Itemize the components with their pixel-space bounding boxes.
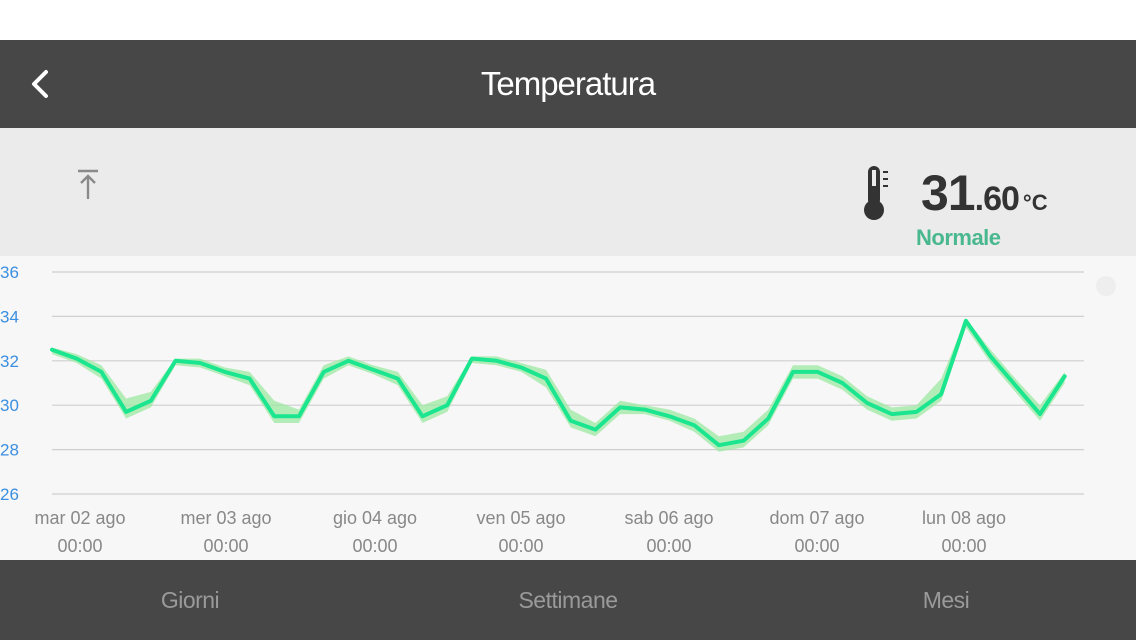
- x-tick-date: ven 05 ago: [476, 508, 565, 528]
- x-tick-time: 00:00: [57, 536, 102, 556]
- scroll-indicator[interactable]: [1096, 276, 1116, 296]
- upload-icon[interactable]: [74, 168, 102, 202]
- series-line: [50, 318, 1067, 448]
- y-tick-label: 28: [0, 441, 19, 460]
- x-tick-date: dom 07 ago: [769, 508, 864, 528]
- x-tick-date: mar 02 ago: [34, 508, 125, 528]
- tab-settimane[interactable]: Settimane: [518, 587, 618, 613]
- temperature-unit: °C: [1022, 190, 1048, 215]
- range-band: [52, 318, 1065, 452]
- x-tick-date: sab 06 ago: [624, 508, 713, 528]
- y-tick-label: 32: [0, 352, 19, 371]
- chevron-left-icon[interactable]: [22, 64, 62, 104]
- tab-mesi[interactable]: Mesi: [922, 587, 970, 613]
- y-tick-label: 26: [0, 485, 19, 504]
- navigation-bar: Temperatura: [0, 40, 1136, 128]
- chart-canvas[interactable]: 36 34 32 30 28 26 mar 02 ago 00:00 mer 03 ago 00:…: [0, 256, 1136, 560]
- y-tick-label: 36: [0, 263, 19, 282]
- summary-panel: 31.60 °C Normale: [0, 128, 1136, 256]
- temperature-integer: 31: [921, 165, 976, 221]
- temperature-decimal: .60: [974, 180, 1020, 218]
- status-badge: Normale: [916, 225, 1001, 250]
- temperature-chart[interactable]: 36 34 32 30 28 26 mar 02 ago 00:00 mer 03 ago 00:…: [0, 256, 1136, 560]
- x-tick-time: 00:00: [498, 536, 543, 556]
- page-title: Temperatura: [480, 65, 656, 102]
- x-tick-date: mer 03 ago: [180, 508, 271, 528]
- x-tick-time: 00:00: [203, 536, 248, 556]
- x-tick-date: lun 08 ago: [922, 508, 1006, 528]
- x-tick-time: 00:00: [646, 536, 691, 556]
- x-tick-time: 00:00: [352, 536, 397, 556]
- y-tick-label: 34: [0, 307, 19, 326]
- x-tick-time: 00:00: [941, 536, 986, 556]
- x-tick-time: 00:00: [794, 536, 839, 556]
- y-tick-label: 30: [0, 396, 19, 415]
- x-tick-date: gio 04 ago: [333, 508, 417, 528]
- thermometer-icon: [864, 166, 888, 220]
- tab-bar: Giorni Settimane Mesi: [0, 560, 1136, 640]
- tab-giorni[interactable]: Giorni: [160, 587, 220, 613]
- current-temperature: 31.60 °C: [921, 164, 1048, 222]
